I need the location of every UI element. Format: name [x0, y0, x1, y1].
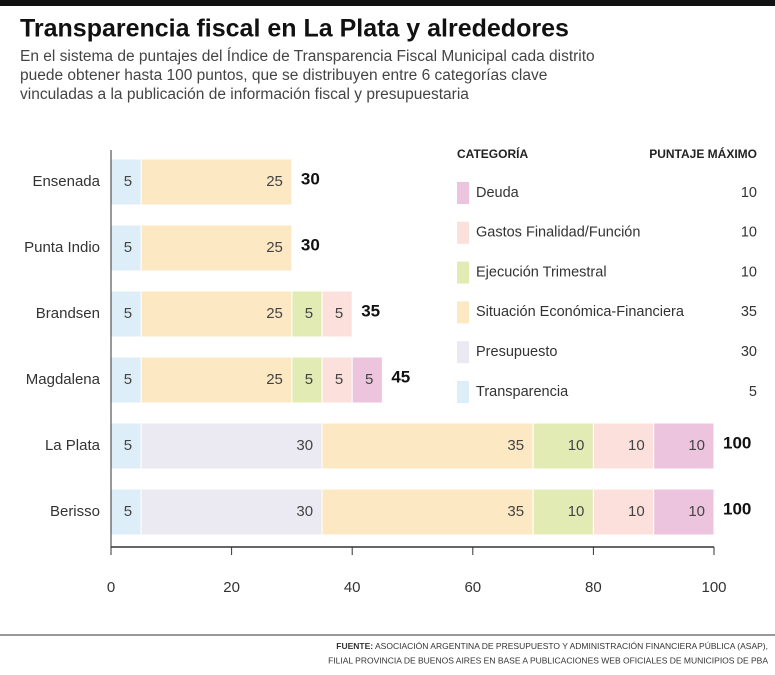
bar-segment	[321, 488, 534, 536]
total-label: 30	[301, 169, 320, 188]
segment-label: 10	[688, 503, 705, 520]
segment-label: 5	[335, 371, 343, 388]
segment-label: 10	[628, 503, 645, 520]
legend-header: PUNTAJE MÁXIMO	[649, 146, 757, 161]
legend-label: Presupuesto	[476, 344, 557, 360]
legend-max: 30	[741, 344, 757, 360]
bar-segment	[140, 158, 293, 206]
total-label: 45	[391, 367, 410, 386]
segment-label: 10	[568, 437, 585, 454]
y-tick-label: Berisso	[50, 503, 100, 520]
x-tick-label: 60	[464, 579, 481, 596]
bar-segment	[532, 488, 594, 536]
segment-label: 5	[124, 503, 132, 520]
bar-segment	[140, 224, 293, 272]
total-label: 30	[301, 235, 320, 254]
legend-swatch	[457, 221, 469, 244]
y-tick-label: La Plata	[45, 437, 101, 454]
source: FUENTE: ASOCIACIÓN ARGENTINA DE PRESUPUE…	[336, 641, 768, 651]
top-rule	[0, 0, 775, 6]
segment-label: 25	[266, 305, 283, 322]
bar-segment	[321, 422, 534, 470]
bar-segment	[110, 224, 142, 272]
segment-label: 5	[335, 305, 343, 322]
subtitle: puede obtener hasta 100 puntos, que se d…	[20, 67, 547, 84]
bar-segment	[140, 488, 323, 536]
legend-label: Ejecución Trimestral	[476, 264, 607, 280]
segment-label: 25	[266, 371, 283, 388]
segment-label: 5	[124, 239, 132, 256]
segment-label: 35	[507, 437, 524, 454]
segment-label: 30	[296, 503, 313, 520]
segment-label: 25	[266, 239, 283, 256]
segment-label: 35	[507, 503, 524, 520]
segment-label: 5	[124, 173, 132, 190]
chart-title: Transparencia fiscal en La Plata y alred…	[20, 15, 569, 43]
segment-label: 10	[628, 437, 645, 454]
legend-swatch	[457, 182, 469, 204]
bar-segment	[653, 422, 715, 470]
bar-segment	[653, 488, 715, 536]
legend-max: 5	[749, 384, 757, 400]
source-line: ASOCIACIÓN ARGENTINA DE PRESUPUESTO Y AD…	[375, 641, 768, 651]
subtitle: vinculadas a la publicación de informaci…	[20, 86, 469, 103]
legend-max: 10	[741, 264, 757, 280]
bar-segment	[321, 290, 353, 338]
bar-segment	[291, 356, 323, 404]
x-tick-label: 80	[585, 579, 602, 596]
legend-swatch	[457, 301, 469, 324]
bar-segment	[351, 356, 383, 404]
x-tick-label: 40	[344, 579, 361, 596]
segment-label: 5	[365, 371, 373, 388]
segment-label: 5	[305, 371, 313, 388]
legend-max: 35	[741, 304, 757, 320]
bar-segment	[532, 422, 594, 470]
legend-max: 10	[741, 185, 757, 201]
x-tick-label: 0	[107, 579, 115, 596]
x-tick-label: 100	[701, 579, 726, 596]
bar-segment	[140, 422, 323, 470]
bar-segment	[592, 422, 655, 470]
legend-swatch	[457, 261, 469, 284]
legend-label: Transparencia	[476, 384, 569, 400]
legend-header: CATEGORÍA	[457, 146, 528, 161]
x-tick-label: 20	[223, 579, 240, 596]
bar-segment	[592, 488, 655, 536]
y-tick-label: Brandsen	[36, 305, 100, 322]
segment-label: 5	[124, 437, 132, 454]
bar-segment	[110, 422, 142, 470]
total-label: 100	[723, 499, 751, 518]
source-line: FILIAL PROVINCIA DE BUENOS AIRES EN BASE…	[328, 655, 768, 665]
bar-segment	[140, 356, 293, 404]
segment-label: 25	[266, 173, 283, 190]
segment-label: 30	[296, 437, 313, 454]
source-label: FUENTE:	[336, 641, 373, 651]
total-label: 35	[361, 301, 380, 320]
y-tick-label: Punta Indio	[24, 239, 100, 256]
bar-segment	[140, 290, 293, 338]
segment-label: 10	[688, 437, 705, 454]
legend-swatch	[457, 381, 469, 403]
segment-label: 5	[124, 305, 132, 322]
segment-label: 10	[568, 503, 585, 520]
total-label: 100	[723, 433, 751, 452]
subtitle: En el sistema de puntajes del Índice de …	[20, 48, 595, 65]
segment-label: 5	[305, 305, 313, 322]
legend-max: 10	[741, 225, 757, 241]
legend-label: Deuda	[476, 185, 520, 201]
legend-label: Situación Económica-Financiera	[476, 304, 685, 320]
y-tick-label: Magdalena	[26, 371, 101, 388]
y-tick-label: Ensenada	[32, 173, 100, 190]
segment-label: 5	[124, 371, 132, 388]
legend-swatch	[457, 341, 469, 364]
legend-label: Gastos Finalidad/Función	[476, 225, 640, 241]
